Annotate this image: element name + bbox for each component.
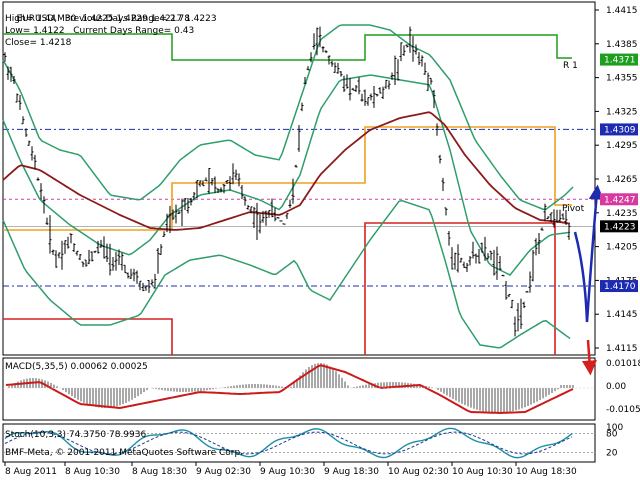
time-tick-label: 9 Aug 18:30 [324,467,379,477]
price-tick-label: 1.4115 [606,344,638,354]
time-tick-label: 10 Aug 02:30 [388,467,449,477]
s1-level-line-b [364,222,556,355]
price-badge-label: 1.4247 [604,195,636,205]
macd-histogram [8,363,574,413]
price-badge [600,53,638,66]
stoch-tick-label: 20 [606,449,618,459]
price-tick-label: 1.4325 [606,107,638,117]
price-badge-label: 1.4223 [604,222,636,232]
moving-average-line [2,111,571,231]
price-badge-label: 1.4371 [604,56,636,66]
price-tick-label: 1.4235 [606,209,638,219]
s1-level-line-a [3,318,173,355]
macd-signal-line [5,364,574,415]
time-tick-label: 8 Aug 10:30 [65,467,120,477]
pivot-level-line [3,126,572,231]
copyright-text: BMF-Meta, © 2001-2011 MetaQuotes Softwar… [5,448,244,458]
pivot-label: Pivot [562,204,585,214]
time-tick-label: 10 Aug 10:30 [452,467,513,477]
stoch-tick-label: 80 [606,429,618,439]
price-tick-label: 1.4265 [606,175,638,185]
price-tick-label: 1.4295 [606,141,638,151]
macd-frame [2,357,596,421]
macd-tick-label: -0.01052 [606,405,640,415]
curr-range-value: Current Days Range= 0.43 [73,26,195,36]
price-tick-label: 1.4355 [606,74,638,84]
forecast-up-arrow [573,184,604,323]
price-tick-label: 1.4415 [606,6,638,16]
low-value: Low= 1.4122 [5,26,65,36]
stoch-tick-label: 100 [606,423,623,433]
price-badge [600,123,638,136]
price-tick-label: 1.4205 [606,243,638,253]
time-tick-label: 8 Aug 18:30 [132,467,187,477]
r1-level-line [3,33,572,61]
close-value: Close= 1.4218 [5,38,72,48]
macd-tick-label: 0.01018 [606,359,640,369]
price-badge [600,193,638,206]
time-tick-label: 10 Aug 18:30 [516,467,577,477]
symbol-label: EURUSD,M30 [16,14,77,24]
high-value: High= 1.44 [5,14,57,24]
stoch-label: Stoch(10,3,3) 74.3750 78.9936 [5,430,147,440]
time-tick-label: 8 Aug 2011 [5,467,57,477]
forecast-down-arrow [581,339,597,376]
macd-label: MACD(5,35,5) 0.00062 0.00025 [5,362,148,372]
symbol-header: EURUSD,M30 1.4225 1.4229 1.4217 1.4223 [5,3,217,36]
high-line: High= 1.44 Previous Days Range= 2.78 [5,14,190,25]
price-badge [600,280,638,293]
price-tick-label: 1.4145 [606,310,638,320]
price-badge [600,220,638,233]
stoch-signal-line [4,431,573,455]
bollinger-lower-band [2,199,571,349]
stoch-frame [2,423,596,463]
time-tick-label: 9 Aug 10:30 [260,467,315,477]
prev-range-value: Previous Days Range= 2.78 [64,14,190,24]
main-chart-frame [2,1,596,356]
bollinger-upper-band [2,24,574,211]
price-badge-label: 1.4170 [604,282,636,292]
r1-label: R 1 [563,61,578,71]
ohlc-values: 1.4225 1.4229 1.4217 1.4223 [82,14,217,24]
low-line: Low= 1.4122 Current Days Range= 0.43 [5,26,194,37]
price-tick-label: 1.4385 [606,40,638,50]
time-tick-label: 9 Aug 02:30 [196,467,251,477]
price-badge-label: 1.4309 [604,125,636,135]
price-bars [3,26,571,337]
close-line: Close= 1.4218 [5,38,71,49]
macd-tick-label: 0.00 [606,382,626,392]
